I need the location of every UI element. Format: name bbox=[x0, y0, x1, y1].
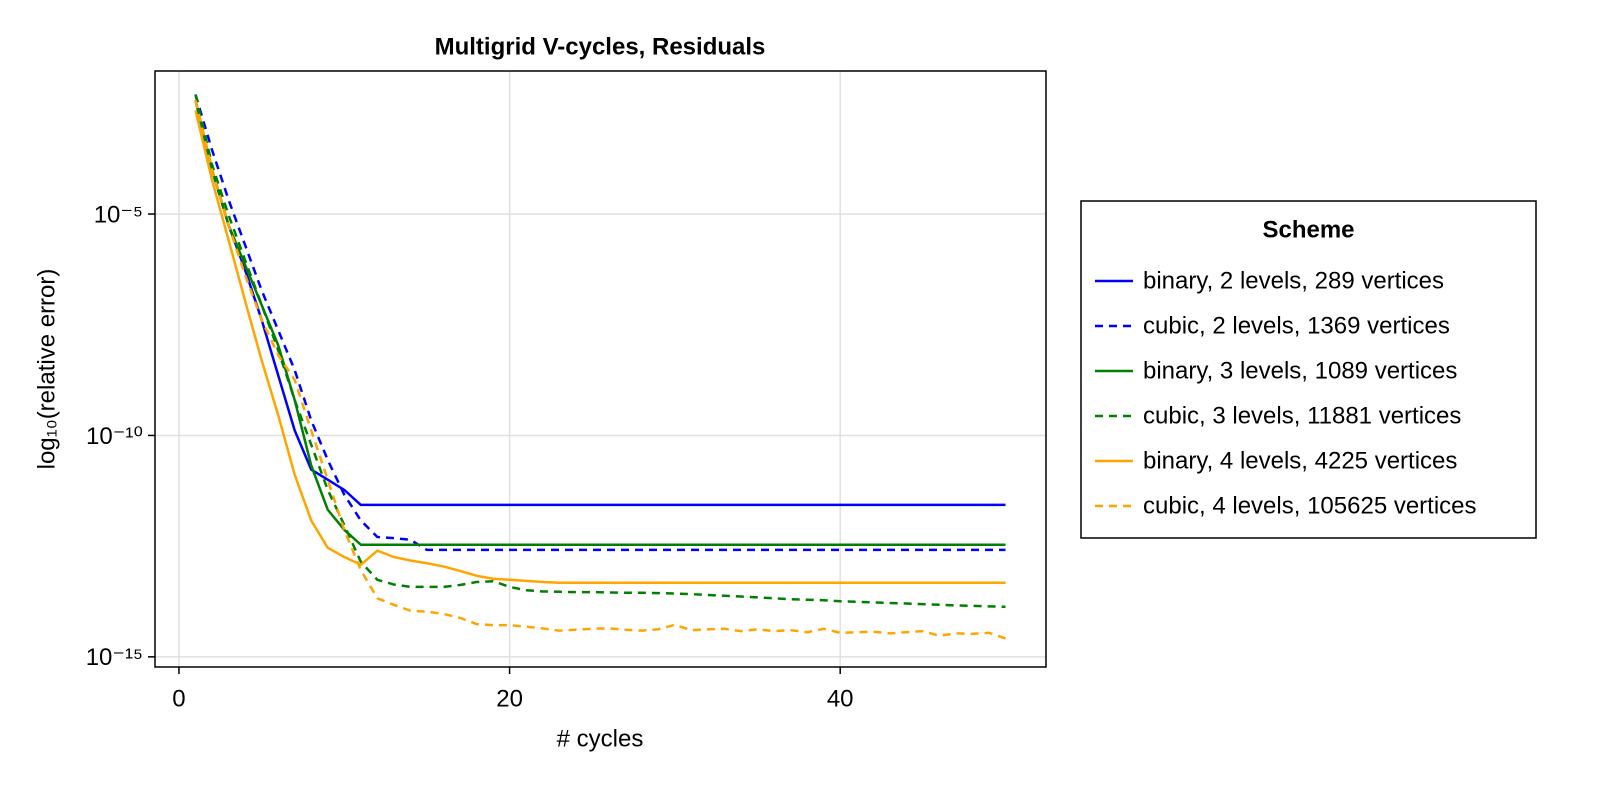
x-tick-label: 20 bbox=[496, 685, 523, 712]
y-tick-label: 10⁻¹⁰ bbox=[86, 423, 143, 450]
legend-label: cubic, 3 levels, 11881 vertices bbox=[1143, 402, 1461, 429]
y-tick-label: 10⁻⁵ bbox=[94, 201, 143, 228]
legend-label: cubic, 2 levels, 1369 vertices bbox=[1143, 312, 1450, 339]
legend-label: binary, 4 levels, 4225 vertices bbox=[1143, 447, 1457, 474]
series-line bbox=[194, 94, 1006, 609]
y-axis-label: log₁₀(relative error) bbox=[33, 269, 60, 470]
chart-title: Multigrid V-cycles, Residuals bbox=[435, 33, 766, 60]
legend-box bbox=[1080, 200, 1537, 539]
legend-label: binary, 2 levels, 289 vertices bbox=[1143, 267, 1444, 294]
legend-label: cubic, 4 levels, 105625 vertices bbox=[1143, 492, 1477, 519]
series-line bbox=[194, 100, 1006, 547]
series-line bbox=[194, 110, 1006, 585]
plot-frame bbox=[154, 70, 1047, 668]
series-line bbox=[194, 100, 1006, 507]
legend-label: binary, 3 levels, 1089 vertices bbox=[1143, 357, 1457, 384]
x-axis-label: # cycles bbox=[557, 725, 644, 752]
y-tick-label: 10⁻¹⁵ bbox=[86, 644, 143, 671]
x-tick-label: 0 bbox=[172, 685, 185, 712]
series-line bbox=[194, 100, 1006, 640]
legend-title: Scheme bbox=[1262, 216, 1354, 243]
series-line bbox=[194, 94, 1006, 552]
x-tick-label: 40 bbox=[827, 685, 854, 712]
